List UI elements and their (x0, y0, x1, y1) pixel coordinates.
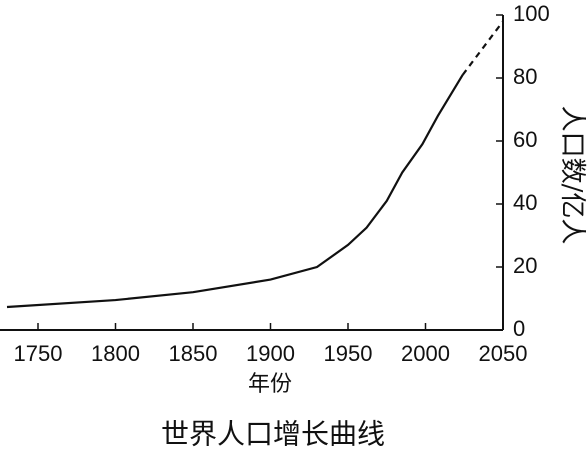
y-tick-label: 0 (513, 316, 525, 341)
y-tick-label: 80 (513, 64, 537, 89)
x-axis-label: 年份 (248, 372, 292, 397)
x-tick-label: 2000 (401, 341, 450, 366)
x-tick-label: 1900 (246, 341, 295, 366)
x-tick-label: 2050 (479, 341, 528, 366)
y-tick-label: 100 (513, 1, 550, 26)
y-tick-label: 20 (513, 253, 537, 278)
y-axis-label: 人口数/亿人 (557, 106, 587, 245)
x-tick-label: 1750 (14, 341, 63, 366)
x-tick-label: 1800 (91, 341, 140, 366)
chart-title: 世界人口增长曲线 (161, 418, 385, 451)
data-line (6, 74, 464, 309)
y-tick-label: 60 (513, 127, 537, 152)
x-tick-label: 1950 (324, 341, 373, 366)
y-tick-label: 40 (513, 190, 537, 215)
x-tick-label: 1850 (169, 341, 218, 366)
data-line (461, 20, 504, 76)
